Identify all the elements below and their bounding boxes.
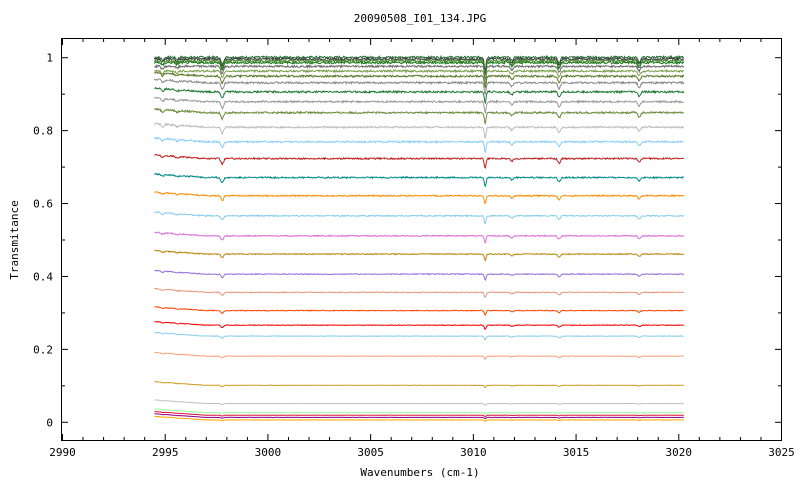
- chart-title: 20090508_I01_134.JPG: [354, 12, 486, 25]
- series-line: [154, 71, 685, 89]
- series-line: [153, 63, 685, 80]
- series-line: [154, 136, 684, 155]
- series-line: [154, 380, 684, 389]
- series-line: [154, 173, 685, 188]
- y-tick-label: 0.2: [33, 343, 53, 356]
- series-line: [154, 415, 684, 422]
- plot-frame: [61, 38, 782, 441]
- series-line: [154, 411, 684, 418]
- series-line: [154, 413, 684, 420]
- series-line: [154, 86, 685, 105]
- series-line: [154, 287, 685, 298]
- series-line: [154, 331, 684, 341]
- y-tick-label: 0.8: [33, 125, 53, 138]
- x-tick-label: 3000: [255, 446, 282, 459]
- series-line: [153, 78, 685, 95]
- x-tick-label: 3015: [563, 446, 590, 459]
- series-line: [154, 153, 685, 169]
- series-line: [154, 269, 685, 281]
- series-line: [154, 107, 684, 125]
- x-tick-label: 3005: [357, 446, 384, 459]
- series-line: [154, 320, 684, 330]
- series-line: [154, 211, 685, 225]
- series-line: [153, 56, 684, 73]
- x-tick-label: 2990: [49, 446, 76, 459]
- y-tick-label: 1: [46, 52, 53, 65]
- series-line: [154, 96, 684, 115]
- series-line: [153, 60, 685, 76]
- x-tick-label: 3010: [460, 446, 487, 459]
- x-tick-label: 3020: [666, 446, 693, 459]
- y-tick-label: 0: [46, 416, 53, 429]
- series-line: [154, 408, 684, 415]
- ticks-layer: 2990 2995 3000 3005 3010 3015 3020 3025 0 0.2 0.4 0…: [33, 39, 795, 459]
- x-tick-label: 2995: [152, 446, 179, 459]
- series-line: [154, 399, 684, 407]
- series-line: [154, 68, 684, 85]
- x-tick-label: 3025: [768, 446, 795, 459]
- series-line: [154, 249, 685, 262]
- y-tick-label: 0.6: [33, 198, 53, 211]
- y-axis-label: Transmitance: [8, 200, 21, 279]
- x-axis-label: Wavenumbers (cm-1): [360, 466, 479, 479]
- series-line: [154, 351, 685, 360]
- series-line: [154, 122, 685, 139]
- series-layer: [153, 54, 685, 422]
- series-line: [154, 191, 685, 205]
- y-tick-label: 0.4: [33, 270, 53, 283]
- series-line: [154, 54, 685, 72]
- series-line: [154, 306, 685, 316]
- series-line: [154, 231, 684, 244]
